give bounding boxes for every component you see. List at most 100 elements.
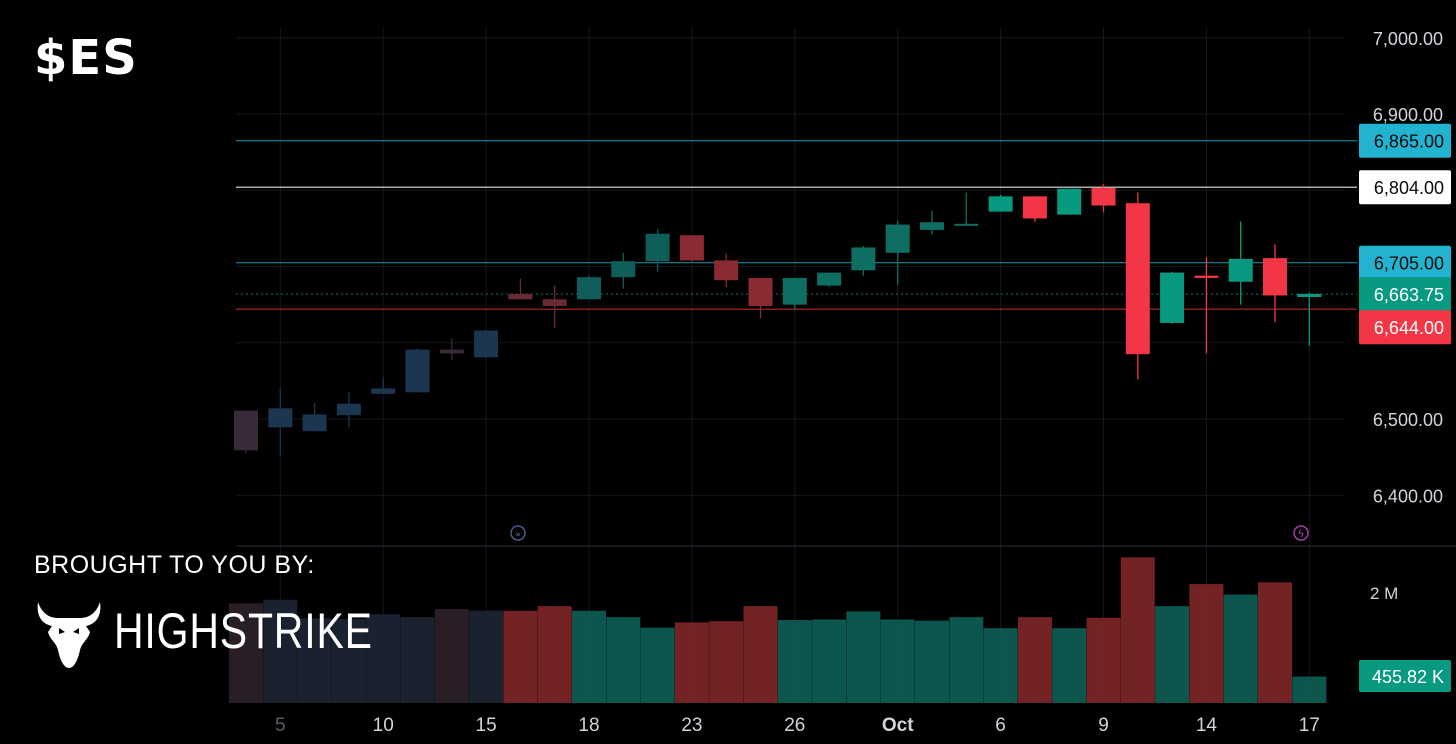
candle-body [714,260,739,281]
support-price-label: 6,644.00 [1374,318,1444,338]
level-price-label: 6,705.00 [1374,254,1444,274]
volume-bar [1155,606,1190,703]
candle-body [851,247,876,271]
volume-bar [743,606,778,703]
volume-bar [469,610,504,703]
earnings-marker-glyph: ϟ [1298,529,1305,540]
volume-bar [915,620,949,703]
volume-bar [846,611,881,703]
volume-bar [297,618,332,703]
candle-body [885,224,910,253]
candle-body [439,349,464,354]
bull-logo-icon [37,602,101,668]
volume-bar [949,617,984,703]
y-axis-tick-label: 7,000.00 [1373,29,1443,49]
level-price-tag [1359,123,1451,158]
candle-body [988,196,1013,212]
volume-bar [1223,594,1258,703]
candle-body [1125,203,1150,355]
candle-body [748,277,773,307]
candle-body [1194,275,1219,278]
candle-body [679,235,704,261]
candle-body [1091,187,1116,206]
volume-bar [366,614,401,703]
candle-body [817,272,842,286]
candle-body [302,414,327,432]
candle-body [1297,293,1322,297]
support-price-tag [1359,310,1451,345]
candle-body [1263,258,1287,296]
volume-bar [640,627,675,703]
volume-bar [1189,584,1224,703]
x-axis-tick-label: 6 [995,715,1006,736]
volume-bar [331,618,366,703]
volume-bar [572,610,606,703]
volume-bar [229,603,263,703]
candle-body [611,261,636,278]
candle-body [508,293,533,300]
volume-bar [1052,628,1087,703]
volume-bar [1120,557,1155,703]
volume-bar [674,622,709,703]
current-price-label: 6,663.75 [1374,285,1444,305]
volume-bar [983,628,1018,703]
candle-body [645,233,670,262]
candle-body [234,410,258,451]
y-axis-tick-label: 6,500.00 [1373,410,1443,430]
volume-bar [434,609,469,703]
candle-body [474,330,499,358]
earnings-marker-icon [1293,525,1309,541]
volume-bar [1017,617,1052,703]
candle-body [1057,188,1082,215]
level-price-label: 6,804.00 [1374,178,1444,198]
volume-bar [1292,676,1327,703]
current-volume-tag [1359,660,1451,692]
x-axis-tick-label: 10 [373,715,394,736]
x-axis-tick-label: 5 [275,715,286,736]
y-axis-tick-label: 6,900.00 [1373,105,1443,125]
y-axis-tick-label: 6,400.00 [1373,486,1443,506]
candle-body [336,403,361,416]
volume-bar [503,610,538,703]
volume-bar [709,621,744,703]
volume-axis-tick-label: 2 M [1370,584,1398,603]
volume-bar [1086,617,1121,703]
volume-bar [400,617,435,703]
x-axis-tick-label: 26 [784,715,805,736]
volume-bar [606,617,641,703]
volume-bar [880,619,915,703]
x-axis-tick-label: Oct [882,715,914,736]
candle-body [1022,196,1047,219]
volume-bar [777,620,812,703]
x-axis-tick-label: 14 [1196,715,1218,736]
candle-body [542,299,567,307]
x-axis-tick-label: 9 [1098,715,1109,736]
sponsor-name: HIGHSTRIKE [114,603,373,659]
x-axis-tick-label: 18 [578,715,599,736]
candle-body [920,222,944,230]
candle-body [371,388,396,394]
x-axis-tick-label: 15 [476,715,497,736]
candle-body [405,349,430,393]
level-price-tag [1359,245,1451,280]
volume-bar [1258,582,1292,703]
ticker-symbol: $ES [34,30,138,86]
level-price-tag [1359,170,1451,205]
candle-body [954,223,979,226]
candle-body [577,277,601,300]
x-axis-tick-label: 23 [681,715,702,736]
level-price-label: 6,865.00 [1374,132,1444,152]
candle-body [782,277,807,305]
event-marker-icon [510,525,526,541]
volume-bar [812,619,847,703]
candle-body [1228,258,1253,282]
event-marker-glyph: » [515,530,521,540]
current-volume-label: 455.82 K [1372,667,1444,687]
candle-body [1160,272,1185,323]
x-axis-tick-label: 17 [1299,715,1320,736]
volume-bar [537,606,572,703]
sponsor-label: BROUGHT TO YOU BY: [34,551,315,579]
volume-bar [263,599,298,703]
candle-body [268,408,293,428]
